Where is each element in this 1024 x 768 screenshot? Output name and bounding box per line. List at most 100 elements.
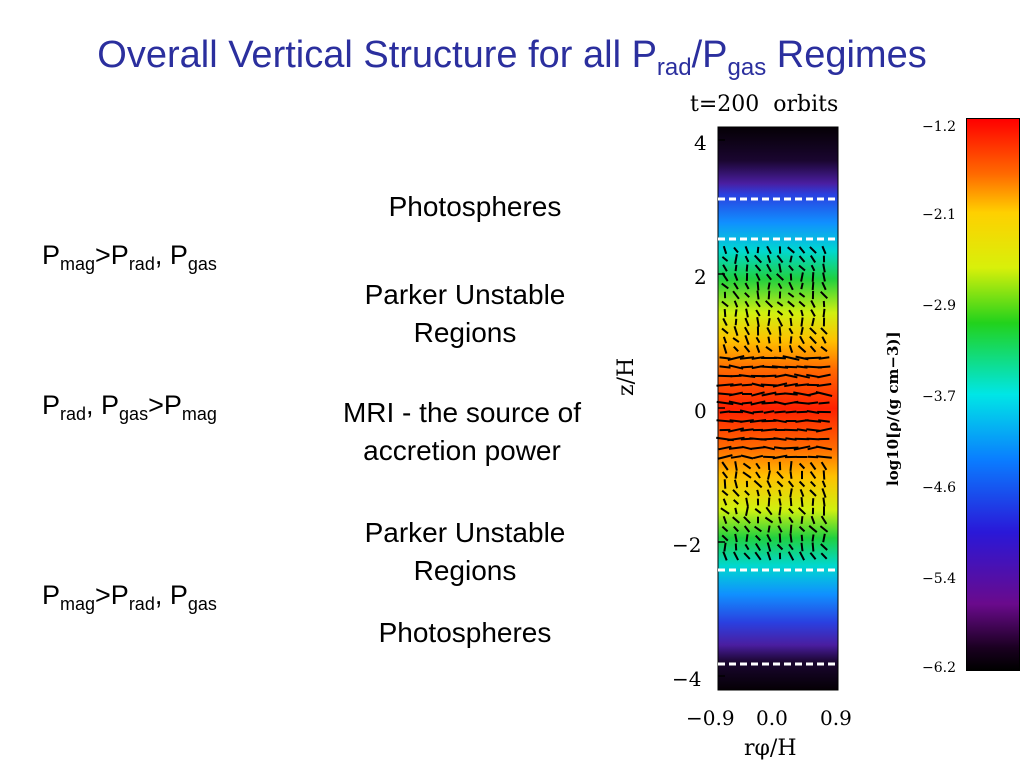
field-vector: [720, 507, 730, 515]
field-vector: [810, 309, 816, 317]
y-tick-neg4: −4: [672, 667, 702, 691]
field-vector: [821, 336, 827, 344]
field-vector: [755, 273, 761, 281]
field-vector: [716, 400, 734, 406]
field-vector: [744, 282, 750, 290]
field-vector: [819, 290, 829, 300]
field-vector: [767, 309, 771, 317]
photospheres-bottom-label: Photospheres: [378, 617, 552, 648]
field-vector: [734, 533, 738, 543]
field-vector: [734, 264, 738, 272]
field-vector: [733, 273, 739, 281]
field-vector: [800, 317, 804, 327]
field-vector: [777, 282, 783, 290]
field-vector: [765, 345, 773, 353]
field-vector: [766, 479, 772, 489]
field-vector: [744, 490, 750, 496]
field-vector: [767, 525, 771, 533]
field-vector: [811, 272, 815, 282]
pressure-regime-top: Pmag>Prad, Pgas: [42, 240, 217, 274]
field-vector: [821, 281, 827, 291]
field-vector: [799, 489, 805, 497]
field-vector: [820, 345, 828, 353]
field-vector: [721, 327, 729, 335]
field-vector: [809, 255, 817, 263]
field-vector: [822, 533, 826, 543]
field-vector: [800, 516, 804, 524]
field-vector: [797, 345, 807, 353]
field-vector: [723, 479, 727, 489]
field-vector: [822, 470, 826, 480]
field-vector: [721, 534, 729, 542]
field-vector: [766, 263, 772, 273]
colorbar-label: log10[ρ/(g cm−3)]: [884, 331, 902, 486]
field-vector: [816, 455, 832, 459]
field-vector: [723, 309, 727, 317]
field-vector: [741, 383, 753, 387]
field-vector: [809, 471, 817, 479]
field-vector: [766, 533, 772, 543]
field-vector: [756, 281, 760, 291]
field-vector: [800, 309, 804, 317]
field-vector: [820, 515, 828, 525]
field-vector: [822, 497, 826, 507]
field-vector: [719, 410, 731, 414]
field-vector: [787, 300, 795, 308]
field-vector: [778, 498, 782, 506]
field-vector: [766, 273, 772, 281]
field-vector: [800, 497, 804, 507]
field-vector: [772, 454, 788, 460]
field-vector: [729, 383, 743, 387]
field-vector: [811, 498, 815, 506]
axis-tick-marks: [718, 139, 725, 677]
field-vector: [821, 480, 827, 488]
field-vector: [799, 551, 805, 561]
field-vector: [798, 292, 806, 298]
field-vector: [766, 254, 772, 264]
field-vector: [733, 499, 739, 505]
field-vector: [740, 454, 754, 460]
field-vector: [744, 317, 750, 327]
field-vector: [734, 471, 738, 479]
field-vector: [822, 272, 826, 282]
field-vector: [818, 401, 830, 405]
field-vector: [761, 401, 777, 405]
pressure-regime-bottom: Pmag>Prad, Pgas: [42, 580, 217, 614]
field-vector: [734, 254, 738, 264]
field-vector: [778, 336, 782, 344]
field-vector: [806, 410, 820, 414]
field-vector: [809, 480, 817, 488]
field-vector: [739, 409, 755, 415]
field-vector: [722, 245, 728, 255]
field-vector: [767, 336, 771, 344]
colorbar-tick: −6.2: [922, 660, 956, 676]
field-vector: [722, 317, 728, 327]
field-vector: [741, 401, 753, 405]
field-vector: [721, 461, 729, 471]
field-vector: [733, 551, 739, 561]
field-vector: [800, 272, 804, 282]
field-vector: [798, 480, 806, 488]
field-vector: [809, 246, 817, 254]
field-vector: [800, 534, 804, 542]
field-vector: [778, 345, 782, 353]
field-vector: [789, 336, 793, 344]
field-vector: [719, 365, 731, 369]
field-vector: [810, 264, 816, 272]
field-vector: [754, 508, 762, 514]
field-vector: [787, 292, 795, 298]
field-vector: [784, 373, 798, 379]
field-vector: [734, 461, 738, 471]
field-vector: [811, 282, 815, 290]
field-vector: [744, 335, 750, 345]
field-vector: [755, 462, 761, 470]
field-vector: [820, 543, 828, 551]
field-vector: [754, 525, 762, 533]
field-vector: [793, 445, 811, 451]
x-tick-zero: 0.0: [756, 706, 788, 730]
field-vector: [774, 410, 786, 414]
field-vector: [753, 479, 763, 489]
field-vector: [755, 336, 761, 344]
field-vector: [733, 282, 739, 290]
field-vector: [809, 461, 817, 471]
